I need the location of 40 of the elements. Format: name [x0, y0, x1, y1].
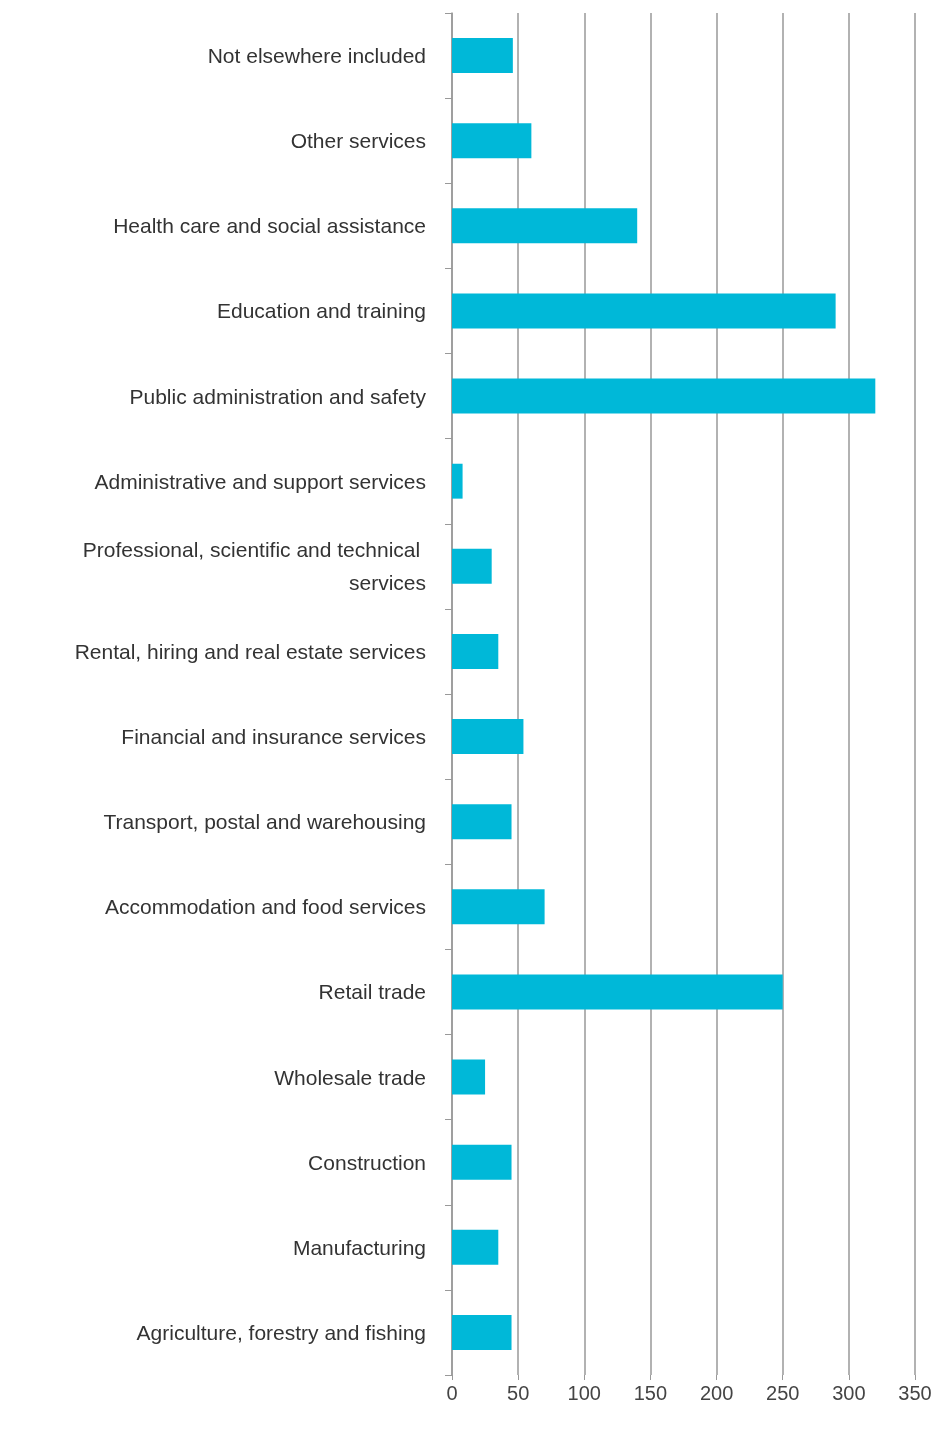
- bar: [452, 1314, 512, 1350]
- y-tick-label: Wholesale trade: [274, 1065, 426, 1089]
- bar: [452, 123, 532, 159]
- x-tick-label: 200: [699, 1382, 734, 1404]
- x-tick-label: 150: [633, 1382, 668, 1404]
- bar: [452, 719, 524, 755]
- bar: [452, 804, 512, 840]
- bar: [452, 1059, 486, 1095]
- bar: [452, 1229, 499, 1265]
- bar: [452, 633, 499, 669]
- y-tick-label: Financial and insurance services: [121, 725, 426, 749]
- y-tick-label: Public administration and safety: [129, 384, 427, 408]
- x-tick-label: 350: [898, 1382, 932, 1404]
- x-tick-label: 300: [832, 1382, 866, 1404]
- bar: [452, 974, 783, 1010]
- bar: [452, 378, 876, 414]
- bar: [452, 38, 513, 74]
- x-tick-label: 50: [507, 1382, 530, 1404]
- bar: [452, 889, 545, 925]
- y-tick-label: Transport, postal and warehousing: [103, 810, 426, 834]
- y-tick-label: Construction: [308, 1150, 426, 1174]
- bar: [452, 208, 638, 244]
- bar: [452, 1144, 512, 1180]
- bar: [452, 463, 463, 499]
- y-tick-label: Retail trade: [318, 980, 426, 1004]
- x-tick-label: 100: [567, 1382, 601, 1404]
- y-tick-label: Education and training: [217, 299, 426, 323]
- y-tick-label: Professional, scientific and technical services: [82, 538, 426, 595]
- y-tick-label: Rental, hiring and real estate services: [74, 639, 426, 663]
- bar: [452, 548, 492, 584]
- y-tick-label: Agriculture, forestry and fishing: [136, 1320, 426, 1344]
- y-tick-label: Other services: [290, 129, 426, 153]
- y-tick-label: Administrative and support services: [94, 469, 426, 493]
- bar: [452, 293, 836, 329]
- y-tick-label: Health care and social assistance: [113, 214, 426, 238]
- y-tick-label: Manufacturing: [292, 1235, 426, 1259]
- x-tick-label: 250: [766, 1382, 800, 1404]
- x-tick-label: 0: [446, 1382, 458, 1404]
- y-tick-label: Not elsewhere included: [207, 44, 426, 68]
- y-tick-label: Accommodation and food services: [105, 895, 426, 919]
